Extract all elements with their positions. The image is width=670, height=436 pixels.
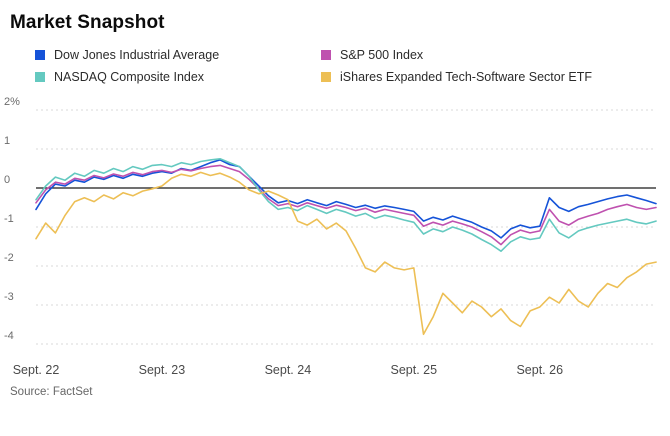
legend-item-sp500: S&P 500 Index	[321, 48, 670, 62]
svg-text:-2: -2	[4, 252, 14, 264]
legend-label: iShares Expanded Tech-Software Sector ET…	[340, 70, 592, 84]
svg-text:Sept. 25: Sept. 25	[391, 363, 438, 377]
price-chart: 2% 1 0 -1 -2 -3 -4 Sept. 22 Sept. 23 Sept. 24 Sept…	[4, 96, 657, 377]
legend-item-dow: Dow Jones Industrial Average	[35, 48, 315, 62]
svg-text:Sept. 23: Sept. 23	[139, 363, 186, 377]
legend-swatch	[35, 50, 45, 60]
legend-label: NASDAQ Composite Index	[54, 70, 205, 84]
legend: Dow Jones Industrial Average S&P 500 Ind…	[35, 48, 670, 84]
svg-text:1: 1	[4, 135, 10, 147]
svg-text:-1: -1	[4, 213, 14, 225]
svg-text:Sept. 22: Sept. 22	[13, 363, 60, 377]
source-attribution: Source: FactSet	[10, 386, 93, 398]
legend-item-nasdaq: NASDAQ Composite Index	[35, 70, 315, 84]
svg-text:-4: -4	[4, 330, 14, 342]
legend-item-ishares-etf: iShares Expanded Tech-Software Sector ET…	[321, 70, 670, 84]
chart-title: Market Snapshot	[10, 12, 165, 33]
page-root: { "title": "Market Snapshot", "source": …	[0, 12, 670, 436]
svg-text:Sept. 26: Sept. 26	[516, 363, 563, 377]
legend-label: Dow Jones Industrial Average	[54, 48, 220, 62]
svg-text:Sept. 24: Sept. 24	[265, 363, 312, 377]
legend-swatch	[35, 72, 45, 82]
svg-text:-3: -3	[4, 291, 14, 303]
svg-text:0: 0	[4, 174, 10, 186]
svg-text:2%: 2%	[4, 96, 20, 108]
legend-label: S&P 500 Index	[340, 48, 424, 62]
legend-swatch	[321, 72, 331, 82]
legend-swatch	[321, 50, 331, 60]
